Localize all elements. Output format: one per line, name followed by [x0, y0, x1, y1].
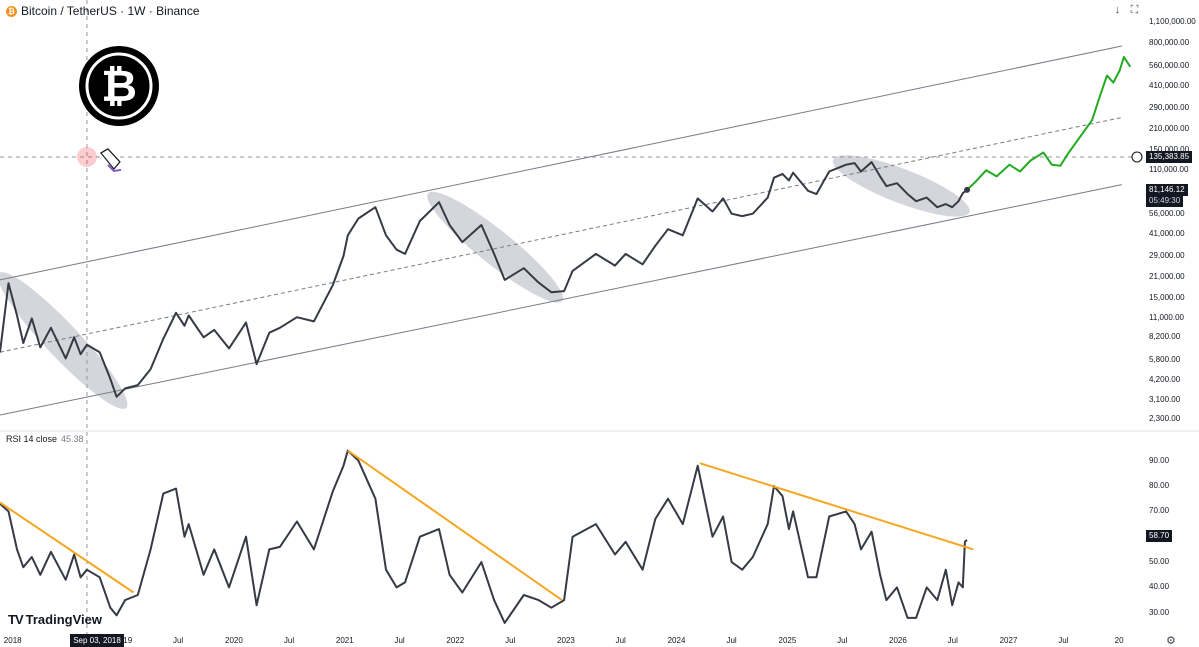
eraser-cursor-icon	[100, 148, 121, 170]
price-tick-label: 2,300.00	[1149, 414, 1181, 423]
chart-header: ₿ Bitcoin / TetherUS · 1W · Binance	[6, 3, 200, 19]
tradingview-logo-mark: TV	[8, 612, 24, 627]
crosshair-date-label: Sep 03, 2018	[70, 634, 124, 647]
price-tick-label: 21,000.00	[1149, 271, 1185, 281]
rsi-tick-label: 30.00	[1149, 607, 1170, 617]
tradingview-logo-text: TradingView	[25, 612, 102, 627]
time-tick-label: 2026	[888, 636, 907, 645]
time-tick-label: 20	[1114, 636, 1124, 645]
time-tick-label: Jul	[615, 636, 626, 645]
bitcoin-icon: ₿	[6, 5, 17, 17]
bitcoin-logo-icon	[79, 46, 159, 126]
time-tick-label: Jul	[283, 636, 295, 645]
time-tick-label: 2022	[446, 636, 465, 645]
time-tick-label: 2025	[778, 636, 797, 645]
last-price-label: 81,146.12	[1146, 184, 1188, 196]
time-tick-label: 2027	[999, 636, 1018, 645]
rsi-value: 45.38	[61, 434, 84, 444]
last-price-text: 81,146.12	[1149, 185, 1185, 194]
rsi-tick-label: 90.00	[1149, 455, 1170, 465]
tradingview-watermark: TV TradingView	[8, 612, 102, 627]
bitcoin-logo-glyph: ₿	[101, 62, 137, 111]
download-icon[interactable]: ↓	[1114, 4, 1121, 16]
price-tick-label: 4,200.00	[1149, 375, 1181, 385]
price-tick-label: 1,100,000.00	[1149, 17, 1196, 27]
countdown-text: 05:49:30	[1149, 196, 1181, 205]
highlight-ellipse-1	[0, 272, 128, 409]
time-tick-label: 2021	[335, 636, 354, 645]
channel-upper-line	[0, 45, 1122, 281]
price-tick-label: 150,000.00	[1149, 145, 1190, 155]
price-tick-label: 110,000.00	[1149, 165, 1189, 175]
time-tick-label: Jul	[726, 636, 737, 645]
highlight-ellipse-2	[427, 191, 564, 303]
price-tick-label: 5,800.00	[1149, 354, 1181, 364]
price-tick-label: 15,000.00	[1149, 293, 1185, 303]
time-tick-label: 2023	[556, 636, 575, 645]
projection-line	[966, 56, 1132, 191]
crosshair-price-label: 135,383.85	[1146, 151, 1193, 163]
price-tick-label: 8,200.00	[1149, 332, 1181, 342]
price-tick-label: 210,000.00	[1149, 123, 1190, 133]
fullscreen-icon[interactable]: ⛶	[1130, 4, 1139, 16]
time-tick-label: Jul	[394, 636, 405, 645]
rsi-last-label: 58.70	[1146, 530, 1173, 542]
rsi-tick-label: 40.00	[1149, 582, 1170, 592]
price-tick-label: 800,000.00	[1149, 37, 1190, 47]
time-tick-label: 2020	[224, 636, 243, 645]
rsi-trendline-1	[0, 501, 135, 594]
time-tick-label: Jul	[837, 636, 848, 645]
rsi-legend: RSI 14 close 45.38	[6, 434, 84, 444]
rsi-trendline-3	[699, 462, 974, 551]
gear-icon[interactable]: ⚙	[1166, 635, 1176, 647]
price-tick-label: 11,000.00	[1149, 313, 1184, 323]
rsi-line	[0, 449, 968, 624]
time-tick-label: Jul	[172, 636, 184, 645]
channel-middle-line	[0, 117, 1122, 353]
price-line	[0, 161, 968, 398]
price-tick-label: 290,000.00	[1149, 103, 1190, 112]
price-tick-label: 560,000.00	[1149, 60, 1190, 70]
rsi-tick-label: 70.00	[1149, 506, 1170, 516]
price-tick-label: 29,000.00	[1149, 251, 1185, 260]
price-tick-label: 56,000.00	[1149, 208, 1185, 218]
price-tick-label: 410,000.00	[1149, 80, 1190, 90]
rsi-last-text: 58.70	[1149, 531, 1170, 540]
rsi-trendline-2	[347, 449, 563, 601]
time-tick-label: Jul	[505, 636, 516, 645]
price-tick-label: 41,000.00	[1149, 228, 1185, 238]
rsi-tick-label: 50.00	[1149, 557, 1170, 567]
add-alert-icon	[1131, 151, 1143, 163]
bar-countdown-label: 05:49:30	[1146, 195, 1184, 207]
price-tick-label: 3,100.00	[1149, 394, 1181, 404]
last-price-point	[964, 186, 971, 193]
time-tick-label: 2018	[3, 636, 22, 645]
eraser-trail-icon	[107, 164, 122, 173]
time-tick-label: 2024	[667, 636, 686, 645]
rsi-title: RSI 14 close	[6, 434, 58, 444]
time-tick-label: Jul	[947, 636, 958, 645]
bitcoin-logo-ring	[85, 52, 153, 120]
rsi-tick-label: 80.00	[1149, 481, 1170, 490]
symbol-title: Bitcoin / TetherUS · 1W · Binance	[21, 4, 200, 18]
channel-lower-line	[0, 184, 1122, 416]
crosshair-price-text: 135,383.85	[1149, 152, 1190, 161]
time-tick-label: Jul	[1058, 636, 1069, 645]
crosshair-marker	[76, 146, 97, 167]
